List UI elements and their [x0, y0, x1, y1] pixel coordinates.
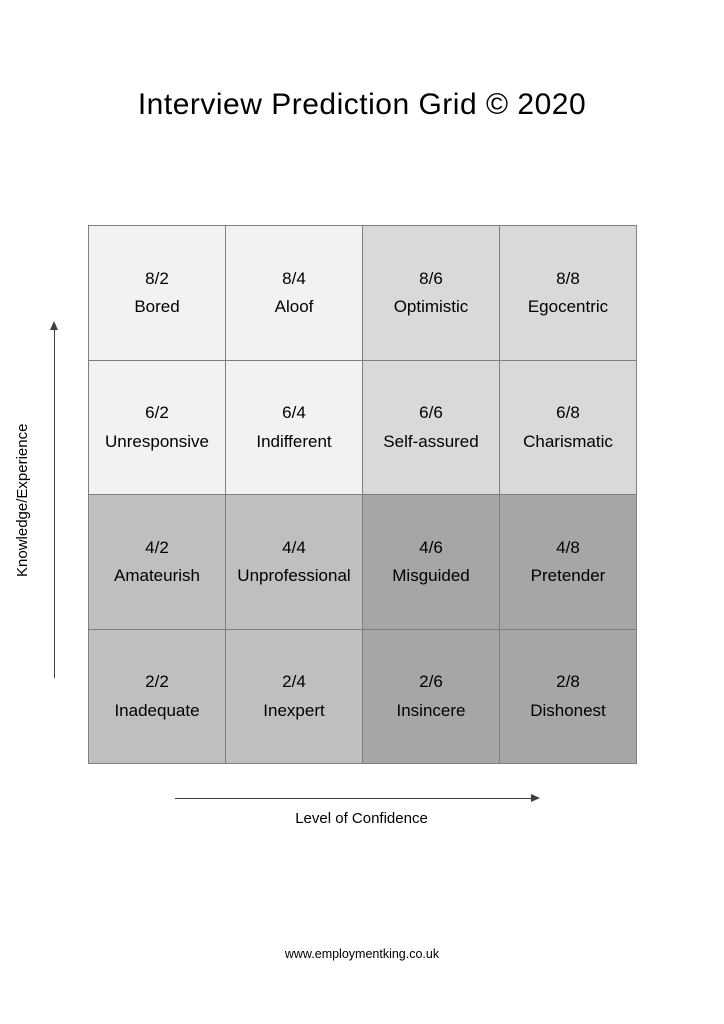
cell-score: 8/8: [556, 268, 580, 288]
cell-label: Bored: [134, 297, 180, 317]
grid-cell-4-8: 4/8 Pretender: [500, 495, 636, 629]
cell-label: Amateurish: [114, 566, 200, 586]
grid-cell-8-8: 8/8 Egocentric: [500, 226, 636, 360]
grid-cell-4-6: 4/6 Misguided: [363, 495, 499, 629]
grid-cell-6-6: 6/6 Self-assured: [363, 360, 499, 494]
cell-label: Pretender: [530, 566, 606, 586]
y-axis-label: Knowledge/Experience: [14, 423, 31, 577]
cell-score: 2/6: [419, 672, 443, 692]
footer-url: www.employmentking.co.uk: [284, 947, 440, 961]
page-title: Interview Prediction Grid © 2020: [137, 88, 587, 121]
cell-score: 8/6: [419, 268, 443, 288]
cell-label: Misguided: [392, 566, 470, 586]
cell-label: Aloof: [274, 297, 314, 317]
grid-cell-6-8: 6/8 Charismatic: [500, 360, 636, 494]
grid-cell-8-4: 8/4 Aloof: [226, 226, 362, 360]
cell-score: 6/8: [556, 403, 580, 423]
cell-score: 4/8: [556, 537, 580, 557]
cell-score: 4/6: [419, 537, 443, 557]
cell-label: Indifferent: [256, 431, 332, 451]
x-axis-arrowhead-icon: [531, 794, 540, 802]
grid-cell-8-2: 8/2 Bored: [89, 226, 225, 360]
cell-score: 2/8: [556, 672, 580, 692]
cell-label: Unprofessional: [237, 566, 351, 586]
cell-label: Egocentric: [527, 297, 609, 317]
y-axis-arrow-icon: [50, 321, 58, 678]
grid-cell-8-6: 8/6 Optimistic: [363, 226, 499, 360]
cell-label: Self-assured: [383, 431, 479, 451]
grid-cell-4-4: 4/4 Unprofessional: [226, 495, 362, 629]
grid-cell-2-2: 2/2 Inadequate: [89, 629, 225, 763]
cell-label: Inadequate: [114, 700, 200, 720]
cell-label: Unresponsive: [105, 431, 209, 451]
cell-score: 2/4: [282, 672, 306, 692]
cell-score: 4/2: [145, 537, 169, 557]
cell-score: 4/4: [282, 537, 306, 557]
cell-score: 8/2: [145, 268, 169, 288]
cell-score: 2/2: [145, 672, 169, 692]
grid-cell-4-2: 4/2 Amateurish: [89, 495, 225, 629]
grid-cell-2-6: 2/6 Insincere: [363, 629, 499, 763]
grid-cell-6-4: 6/4 Indifferent: [226, 360, 362, 494]
cell-label: Insincere: [396, 700, 466, 720]
x-axis-label: Level of Confidence: [295, 810, 428, 827]
prediction-grid: 8/2 Bored 8/4 Aloof 8/6 Optimistic 8/8 E…: [88, 225, 637, 764]
cell-score: 6/2: [145, 403, 169, 423]
cell-label: Dishonest: [530, 700, 606, 720]
cell-score: 8/4: [282, 268, 306, 288]
cell-score: 6/4: [282, 403, 306, 423]
grid-cell-6-2: 6/2 Unresponsive: [89, 360, 225, 494]
cell-label: Inexpert: [263, 700, 325, 720]
cell-score: 6/6: [419, 403, 443, 423]
cell-label: Charismatic: [523, 431, 613, 451]
grid-cell-2-4: 2/4 Inexpert: [226, 629, 362, 763]
cell-label: Optimistic: [393, 297, 469, 317]
y-axis-arrowhead-icon: [50, 321, 58, 330]
x-axis-arrow-icon: [175, 794, 540, 802]
grid-cell-2-8: 2/8 Dishonest: [500, 629, 636, 763]
